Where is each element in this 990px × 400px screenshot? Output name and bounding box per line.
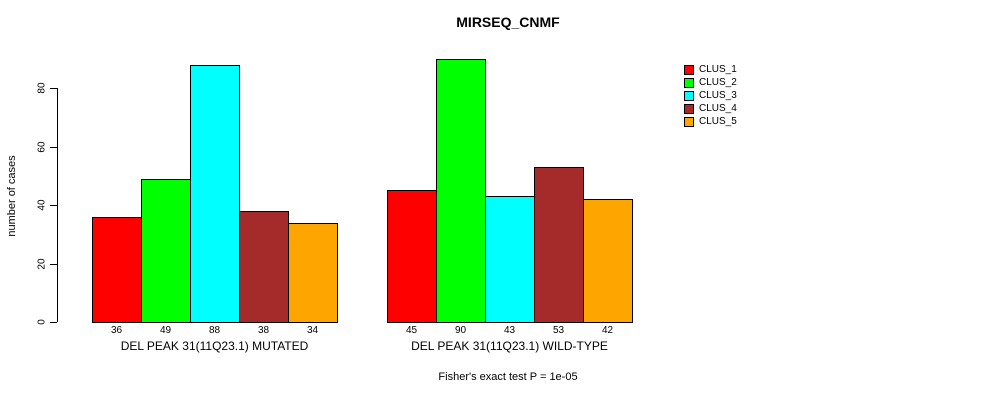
y-axis-tick-label: 40 — [36, 199, 48, 211]
legend-item-clus_2: CLUS_2 — [684, 76, 737, 89]
bar-value-label: 53 — [552, 325, 565, 336]
legend-label: CLUS_2 — [699, 77, 737, 88]
bar-clus_5 — [288, 223, 338, 323]
y-axis-tick-label: 0 — [36, 319, 48, 325]
bar-clus_5 — [583, 199, 633, 323]
y-axis-line — [57, 88, 58, 322]
y-axis-tick — [50, 88, 57, 89]
legend-swatch-clus_5 — [684, 116, 694, 127]
group-label: DEL PEAK 31(11Q23.1) MUTATED — [120, 339, 309, 353]
legend-swatch-clus_1 — [684, 64, 694, 75]
y-axis-tick-label: 80 — [36, 82, 48, 94]
y-axis-tick — [50, 146, 57, 148]
legend-item-clus_5: CLUS_5 — [684, 115, 737, 128]
group-label: DEL PEAK 31(11Q23.1) WILD-TYPE — [411, 339, 608, 353]
legend-item-clus_4: CLUS_4 — [684, 102, 737, 115]
y-axis-tick — [50, 263, 57, 265]
annotation-fisher-test: Fisher's exact test P = 1e-05 — [438, 371, 578, 383]
y-axis-tick — [50, 322, 57, 323]
legend-swatch-clus_2 — [684, 77, 694, 88]
bar-value-label: 42 — [601, 325, 614, 336]
y-axis-title: number of cases — [6, 155, 18, 237]
bar-value-label: 49 — [159, 325, 172, 336]
bar-value-label: 38 — [257, 325, 270, 336]
bar-clus_3 — [190, 65, 240, 323]
bar-value-label: 43 — [503, 325, 516, 336]
bar-value-label: 36 — [110, 325, 123, 336]
bar-clus_2 — [141, 179, 191, 323]
legend-label: CLUS_4 — [699, 103, 737, 114]
bar-clus_4 — [239, 211, 289, 323]
bar-value-label: 45 — [405, 325, 418, 336]
bar-value-label: 90 — [454, 325, 467, 336]
bar-clus_2 — [436, 59, 486, 323]
bar-clus_4 — [534, 167, 584, 323]
bar-value-label: 34 — [306, 325, 319, 336]
legend-swatch-clus_3 — [684, 90, 694, 101]
bar-clus_1 — [92, 217, 142, 323]
legend-item-clus_3: CLUS_3 — [684, 89, 737, 102]
y-axis-tick — [50, 205, 57, 206]
chart-title: MIRSEQ_CNMF — [456, 14, 560, 30]
legend-label: CLUS_3 — [699, 90, 737, 101]
legend-item-clus_1: CLUS_1 — [684, 63, 737, 76]
legend-label: CLUS_1 — [699, 64, 737, 75]
bar-clus_1 — [387, 190, 437, 323]
legend: CLUS_1 CLUS_2 CLUS_3 CLUS_4 CLUS_5 — [684, 63, 737, 128]
legend-swatch-clus_4 — [684, 103, 694, 114]
bar-clus_3 — [485, 196, 535, 323]
bar-value-label: 88 — [208, 325, 221, 336]
legend-label: CLUS_5 — [699, 116, 737, 127]
y-axis-tick-label: 60 — [36, 140, 48, 153]
y-axis-tick-label: 20 — [36, 257, 48, 270]
